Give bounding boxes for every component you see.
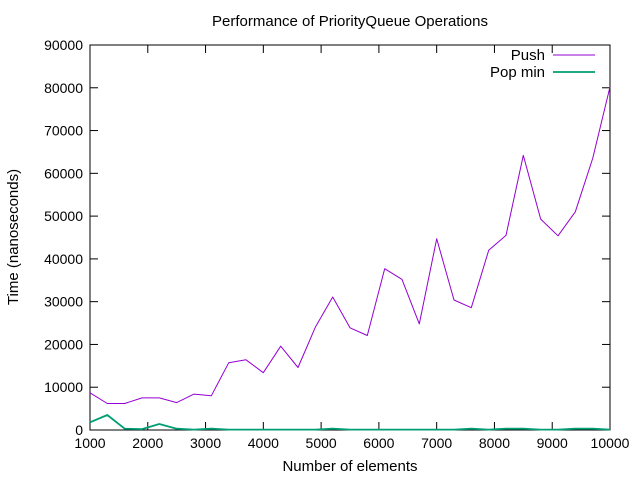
x-tick-label: 10000 [591,435,630,451]
y-tick-label: 20000 [44,336,83,352]
x-tick-label: 2000 [132,435,163,451]
legend-label-pop-min: Pop min [490,64,545,81]
series-layer [89,86,611,431]
y-tick-label: 60000 [44,165,83,181]
y-tick-label: 80000 [44,80,83,96]
y-tick-label: 0 [75,422,83,438]
y-tick-label: 90000 [44,37,83,53]
y-tick-label: 70000 [44,123,83,139]
x-axis-title: Number of elements [282,458,417,475]
x-axis: 1000 2000 3000 4000 5000 6000 7000 8000 9000 1000… [74,45,630,451]
series-line-push [89,86,611,404]
y-tick-label: 30000 [44,294,83,310]
series-line-pop-min [89,414,611,431]
x-tick-label: 7000 [421,435,452,451]
y-axis-title: Time (nanoseconds) [5,169,22,305]
x-tick-label: 4000 [248,435,279,451]
y-tick-label: 40000 [44,251,83,267]
x-tick-label: 8000 [479,435,510,451]
chart-title: Performance of PriorityQueue Operations [212,13,488,30]
x-tick-label: 3000 [190,435,221,451]
y-axis: 0 10000 20000 30000 40000 50000 60000 70000 8000… [44,37,610,438]
x-tick-label: 6000 [363,435,394,451]
x-tick-label: 1000 [74,435,105,451]
x-tick-label: 9000 [537,435,568,451]
legend-label-push: Push [511,47,545,64]
plot-area-border [89,44,611,431]
y-tick-label: 50000 [44,208,83,224]
y-tick-label: 10000 [44,379,83,395]
x-tick-label: 5000 [306,435,337,451]
